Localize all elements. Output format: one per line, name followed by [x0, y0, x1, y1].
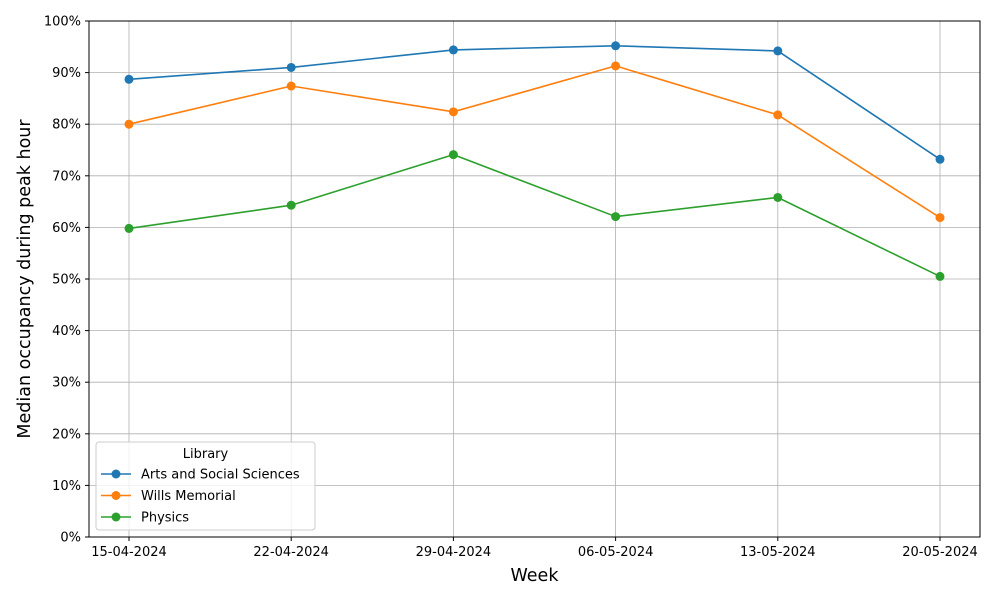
y-tick-label: 70%	[52, 169, 81, 184]
y-tick-label: 30%	[52, 376, 81, 391]
series-physics	[124, 150, 945, 281]
series-arts-and-social-sciences	[124, 41, 945, 164]
x-tick-label: 20-05-2024	[902, 545, 978, 560]
x-tick-label: 29-04-2024	[416, 545, 492, 560]
y-tick-label: 50%	[52, 273, 81, 288]
legend-entry: Physics	[101, 511, 189, 526]
data-point	[448, 107, 458, 117]
data-point	[773, 46, 783, 56]
x-tick-label: 06-05-2024	[578, 545, 654, 560]
x-axis: 15-04-2024 22-04-2024 29-04-2024 06-05-2024…	[91, 537, 978, 560]
x-tick-label: 22-04-2024	[253, 545, 329, 560]
data-point	[448, 150, 458, 160]
data-point	[286, 200, 296, 210]
legend-label: Arts and Social Sciences	[141, 468, 300, 483]
x-tick-label: 15-04-2024	[91, 545, 167, 560]
data-point	[611, 61, 621, 71]
data-point	[286, 81, 296, 91]
data-point	[611, 41, 621, 51]
legend-marker	[111, 469, 121, 479]
data-point	[773, 110, 783, 120]
y-axis-label: Median occupancy during peak hour	[15, 119, 35, 439]
data-point	[124, 74, 134, 84]
y-tick-label: 100%	[44, 15, 81, 30]
y-tick-label: 80%	[52, 118, 81, 133]
legend-entry: Wills Memorial	[101, 489, 236, 504]
legend-label: Physics	[141, 511, 189, 526]
y-tick-label: 40%	[52, 324, 81, 339]
legend: Library Arts and Social Sciences Wills Me…	[95, 441, 316, 531]
legend-entries: Arts and Social Sciences Wills Memorial Ph…	[101, 468, 300, 526]
series-line	[128, 153, 941, 278]
legend-marker	[111, 512, 121, 522]
data-point	[611, 212, 621, 222]
x-tick-label: 13-05-2024	[740, 545, 816, 560]
y-tick-label: 60%	[52, 221, 81, 236]
data-point	[773, 192, 783, 202]
legend-label: Wills Memorial	[141, 489, 236, 504]
legend-marker	[111, 491, 121, 500]
series-wills-memorial	[124, 61, 945, 223]
series-line	[128, 65, 941, 219]
y-tick-label: 90%	[52, 66, 81, 81]
legend-entry: Arts and Social Sciences	[101, 468, 300, 483]
data-point	[124, 223, 134, 233]
y-axis: 0% 10% 20% 30% 40% 50% 60% 70% 80% 90% 100%	[44, 15, 89, 546]
y-tick-label: 0%	[60, 531, 81, 546]
data-point	[935, 154, 945, 164]
data-point	[448, 45, 458, 55]
data-point	[935, 271, 945, 281]
data-point	[935, 213, 945, 223]
legend-title: Library	[183, 447, 229, 462]
series-line	[128, 44, 941, 160]
x-axis-label: Week	[511, 566, 560, 586]
series-layer	[124, 41, 945, 281]
data-point	[124, 119, 134, 129]
y-tick-label: 10%	[52, 479, 81, 494]
data-point	[286, 62, 296, 72]
legend-box	[95, 441, 316, 531]
y-tick-label: 20%	[52, 427, 81, 442]
